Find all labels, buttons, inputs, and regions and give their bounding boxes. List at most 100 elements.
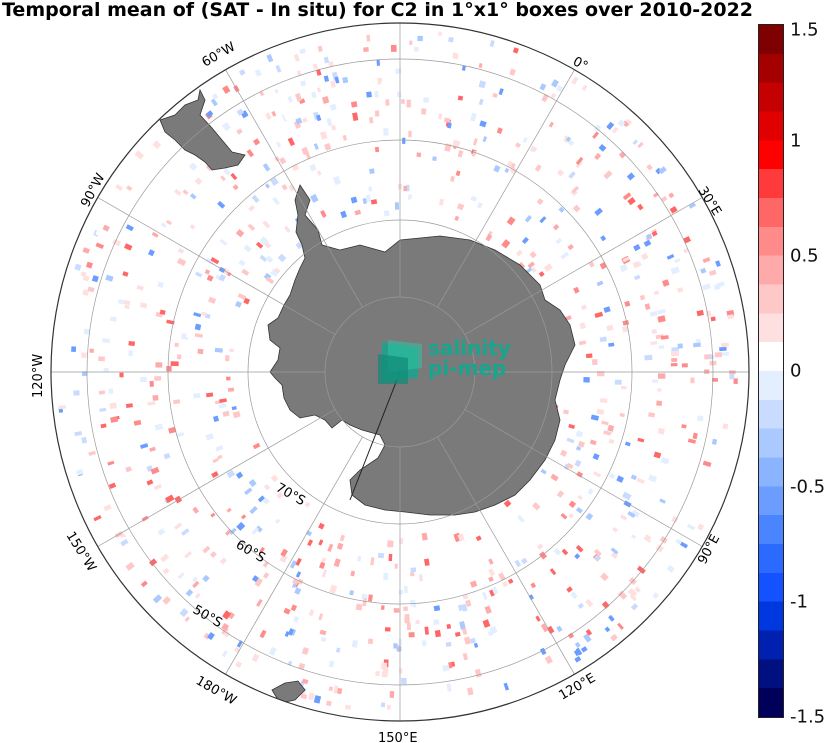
anomaly-cell bbox=[636, 565, 646, 575]
anomaly-cell bbox=[192, 506, 200, 514]
anomaly-cell bbox=[393, 643, 398, 649]
anomaly-cell bbox=[208, 296, 217, 304]
anomaly-cell bbox=[733, 378, 738, 384]
anomaly-cell bbox=[173, 522, 183, 530]
anomaly-cell bbox=[293, 53, 300, 62]
anomaly-cell bbox=[666, 311, 676, 318]
anomaly-cell bbox=[205, 257, 215, 265]
anomaly-cell bbox=[295, 241, 303, 250]
anomaly-cell bbox=[184, 616, 190, 622]
anomaly-cell bbox=[598, 345, 605, 352]
anomaly-cell bbox=[125, 403, 133, 408]
anomaly-cell bbox=[539, 83, 547, 91]
anomaly-cell bbox=[476, 202, 483, 209]
anomaly-cell bbox=[538, 271, 545, 278]
anomaly-cell bbox=[548, 121, 554, 128]
anomaly-cell bbox=[345, 704, 352, 710]
anomaly-cell bbox=[517, 514, 525, 523]
anomaly-cell bbox=[134, 150, 145, 160]
anomaly-cell bbox=[194, 177, 203, 186]
anomaly-cell bbox=[585, 366, 593, 373]
anomaly-cell bbox=[603, 430, 612, 436]
anomaly-cell bbox=[645, 266, 653, 272]
anomaly-cell bbox=[395, 68, 402, 74]
anomaly-cell bbox=[232, 184, 239, 191]
anomaly-cell bbox=[235, 300, 242, 308]
anomaly-cell bbox=[210, 257, 220, 265]
anomaly-cell bbox=[598, 144, 607, 152]
anomaly-cell bbox=[455, 170, 461, 177]
anomaly-cell bbox=[174, 342, 179, 348]
anomaly-cell bbox=[255, 241, 264, 249]
anomaly-cell bbox=[646, 163, 653, 171]
anomaly-cell bbox=[566, 586, 573, 593]
anomaly-cell bbox=[608, 342, 615, 347]
anomaly-cell bbox=[236, 521, 246, 531]
anomaly-cell bbox=[514, 575, 522, 583]
anomaly-cell bbox=[522, 137, 528, 144]
anomaly-cell bbox=[283, 112, 291, 121]
anomaly-cell bbox=[413, 61, 418, 67]
anomaly-cell bbox=[109, 467, 116, 474]
anomaly-cell bbox=[383, 128, 389, 136]
anomaly-cell bbox=[637, 141, 644, 149]
anomaly-cell bbox=[567, 632, 575, 639]
anomaly-cell bbox=[320, 209, 327, 218]
anomaly-cell bbox=[437, 117, 442, 125]
anomaly-cell bbox=[659, 498, 666, 504]
anomaly-cell bbox=[125, 466, 132, 473]
anomaly-cell bbox=[397, 91, 402, 97]
anomaly-cell bbox=[501, 239, 511, 249]
anomaly-cell bbox=[241, 514, 247, 520]
anomaly-cell bbox=[401, 99, 405, 104]
anomaly-cell bbox=[275, 64, 282, 73]
anomaly-cell bbox=[274, 88, 279, 94]
meridian-line bbox=[464, 191, 712, 335]
anomaly-cell bbox=[316, 87, 322, 93]
anomaly-cell bbox=[543, 263, 553, 273]
anomaly-cell bbox=[468, 550, 474, 558]
anomaly-cell bbox=[259, 546, 265, 554]
anomaly-cell bbox=[619, 263, 629, 273]
anomaly-cell bbox=[592, 453, 600, 461]
anomaly-cell bbox=[645, 233, 653, 240]
anomaly-cell bbox=[174, 188, 182, 196]
anomaly-cell bbox=[381, 702, 386, 708]
anomaly-cell bbox=[572, 204, 581, 213]
anomaly-cell bbox=[472, 138, 478, 146]
anomaly-cell bbox=[259, 236, 269, 246]
anomaly-cell bbox=[530, 145, 538, 153]
anomaly-cell bbox=[660, 335, 669, 340]
anomaly-cell bbox=[355, 603, 363, 611]
anomaly-cell bbox=[166, 366, 172, 372]
anomaly-cell bbox=[201, 311, 208, 317]
anomaly-cell bbox=[351, 639, 358, 648]
anomaly-cell bbox=[367, 638, 374, 645]
anomaly-cell bbox=[515, 142, 521, 149]
anomaly-cell bbox=[103, 504, 112, 512]
meridian-line bbox=[88, 409, 336, 553]
anomaly-cell bbox=[556, 85, 564, 93]
anomaly-cell bbox=[318, 613, 324, 621]
anomaly-cell bbox=[361, 593, 368, 600]
anomaly-cell bbox=[624, 300, 631, 307]
anomaly-cell bbox=[235, 661, 243, 668]
anomaly-cell bbox=[279, 554, 288, 563]
anomaly-cell bbox=[243, 297, 251, 305]
anomaly-cell bbox=[352, 112, 359, 121]
anomaly-cell bbox=[618, 151, 627, 159]
anomaly-cell bbox=[669, 331, 678, 337]
anomaly-cell bbox=[596, 408, 605, 415]
anomaly-cell bbox=[194, 323, 202, 331]
anomaly-cell bbox=[622, 320, 630, 326]
anomaly-cell bbox=[268, 646, 277, 656]
anomaly-cell bbox=[657, 308, 666, 315]
anomaly-cell bbox=[555, 237, 563, 245]
anomaly-cell bbox=[387, 540, 394, 548]
meridian-line bbox=[437, 60, 581, 308]
anomaly-cell bbox=[633, 244, 641, 252]
anomaly-cell bbox=[82, 289, 89, 296]
anomaly-cell bbox=[481, 591, 488, 601]
anomaly-cell bbox=[229, 348, 234, 353]
anomaly-cell bbox=[612, 527, 618, 533]
